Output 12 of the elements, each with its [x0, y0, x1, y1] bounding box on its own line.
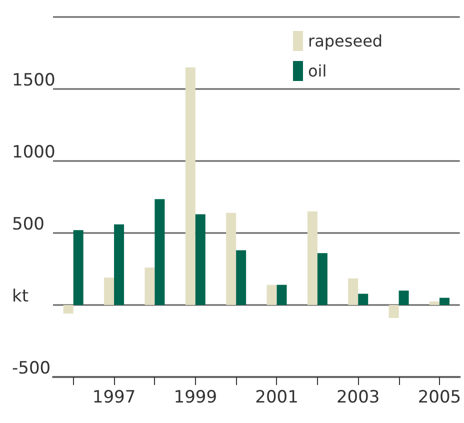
- x-tick-label: 1997: [92, 388, 136, 408]
- y-tick-label: kt: [12, 286, 29, 306]
- x-tick-label: 1999: [174, 388, 218, 408]
- legend-label: oil: [308, 62, 327, 80]
- x-tick-label: 2001: [255, 388, 298, 408]
- y-tick-label: 1000: [12, 142, 56, 162]
- y-tick-label: 1500: [12, 70, 56, 90]
- legend-label: rapeseed: [308, 32, 383, 50]
- y-tick-label: -500: [12, 358, 51, 378]
- x-tick-label: 2005: [418, 388, 462, 408]
- y-tick-label: 500: [12, 214, 44, 234]
- x-tick-label: 2003: [336, 388, 380, 408]
